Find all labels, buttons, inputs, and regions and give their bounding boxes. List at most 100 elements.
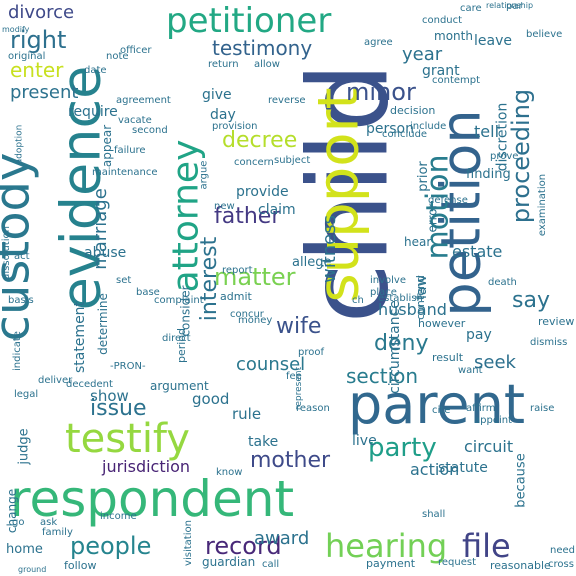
word: deliver <box>38 375 73 386</box>
word: testimony <box>212 36 313 60</box>
word: reverse <box>268 95 306 106</box>
word: circuit <box>464 437 514 456</box>
word: cite <box>432 405 451 416</box>
word: hear <box>404 235 432 249</box>
word: need <box>550 545 575 556</box>
word: judge <box>16 428 32 465</box>
word: ask <box>40 517 58 528</box>
word: defense <box>428 195 468 206</box>
word: result <box>432 351 464 364</box>
word: family <box>42 527 73 538</box>
word: affirm <box>466 403 496 414</box>
word: care <box>460 3 482 14</box>
word: action <box>410 460 460 479</box>
word: conclude <box>382 129 428 140</box>
word: seek <box>474 352 516 373</box>
word: review <box>538 315 575 328</box>
word: rule <box>232 405 262 423</box>
word: determine <box>95 293 110 355</box>
word: involve <box>370 275 407 286</box>
word: relationship <box>486 1 534 10</box>
word: represent <box>294 366 305 411</box>
word: require <box>68 104 118 120</box>
word: officer <box>120 45 152 56</box>
word: subject <box>274 155 311 166</box>
word: believe <box>526 29 563 40</box>
word: divorce <box>8 2 75 23</box>
word: minor <box>346 78 416 106</box>
word: include <box>410 121 447 132</box>
word: modify <box>2 25 30 34</box>
word: deny <box>374 331 429 356</box>
word: day <box>210 107 236 123</box>
word: appoint <box>474 415 512 426</box>
word: know <box>216 467 243 478</box>
word: party <box>368 433 437 463</box>
word: reason <box>296 403 330 414</box>
word: legal <box>14 389 39 400</box>
word: visitation <box>182 520 194 566</box>
word: abuse <box>84 245 127 261</box>
word: finding <box>466 167 511 182</box>
word: payment <box>366 557 416 570</box>
word: because <box>513 453 529 508</box>
word: -PRON- <box>110 361 146 372</box>
word: present <box>10 82 79 103</box>
word: matter <box>214 263 296 291</box>
word: basis <box>8 295 34 306</box>
word: dissolution <box>0 226 12 280</box>
word: respondent <box>10 470 295 528</box>
word: grant <box>422 63 460 79</box>
word: award <box>254 528 310 549</box>
word: file <box>462 527 511 565</box>
word: home <box>6 542 43 557</box>
word: income <box>100 511 137 522</box>
word: testify <box>65 416 190 462</box>
word: place <box>370 287 397 298</box>
word: want <box>458 365 483 376</box>
word: decree <box>222 128 298 153</box>
word: direct <box>162 333 191 344</box>
word: set <box>116 275 132 286</box>
word: raise <box>530 403 555 414</box>
word: fee <box>286 371 302 382</box>
word: month <box>434 29 473 43</box>
word: cross <box>548 559 574 570</box>
word: money <box>238 315 273 326</box>
word: witness <box>319 214 341 284</box>
word: admit <box>220 290 252 303</box>
word: dismiss <box>530 337 568 348</box>
word: base <box>136 287 160 298</box>
word: however <box>418 317 466 330</box>
word: prove <box>490 151 519 162</box>
word: maintenance <box>92 167 158 178</box>
word: complaint <box>154 295 204 306</box>
word: concern <box>234 157 274 168</box>
word: contempt <box>432 75 481 86</box>
word: year <box>402 44 443 65</box>
word: section <box>346 364 419 388</box>
word: establish <box>378 293 423 304</box>
word: conduct <box>422 15 463 26</box>
word: counsel <box>236 354 306 375</box>
word: guardian <box>202 555 256 569</box>
word: concur <box>230 309 264 320</box>
word: circumstance <box>386 300 403 394</box>
word: estate <box>452 242 503 261</box>
word: examination <box>537 173 549 237</box>
word: adoption <box>14 124 25 165</box>
word: vacate <box>118 115 152 126</box>
word: record <box>205 532 282 560</box>
word: show <box>90 387 129 405</box>
word: give <box>202 87 232 103</box>
word: go <box>12 517 25 528</box>
word: argue <box>198 160 210 190</box>
word: proof <box>298 347 324 358</box>
word: return <box>208 59 239 70</box>
word: parent <box>348 373 526 436</box>
word: person <box>366 121 414 137</box>
word: good <box>192 390 230 408</box>
word: ground <box>18 565 47 574</box>
word: provision <box>212 121 258 132</box>
